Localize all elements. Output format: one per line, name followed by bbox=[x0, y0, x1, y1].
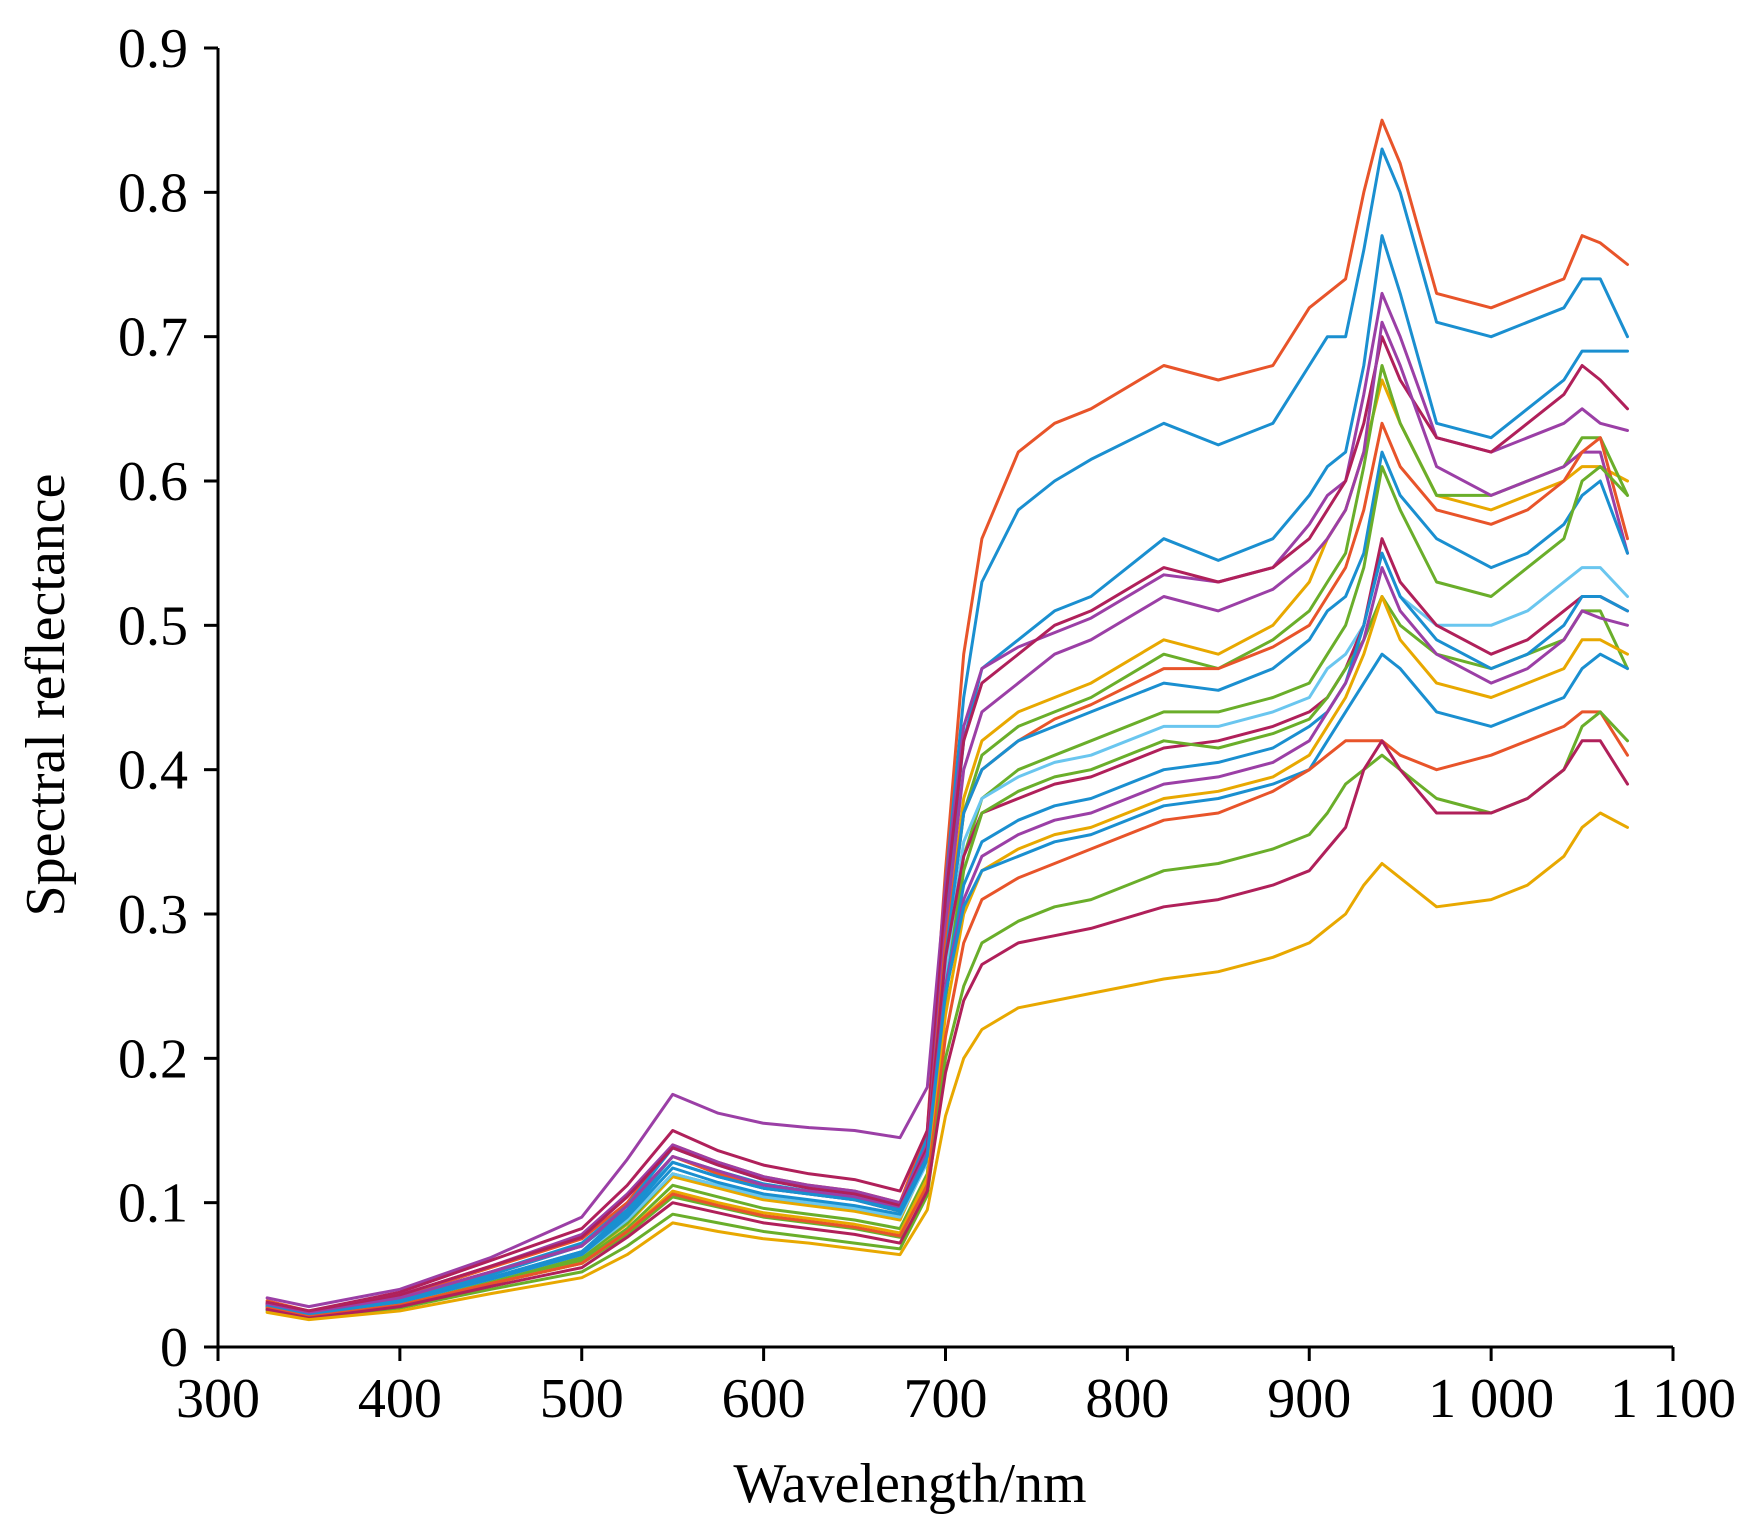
y-tick-label: 0.3 bbox=[118, 884, 188, 946]
y-tick-label: 0.9 bbox=[118, 18, 188, 80]
series-layer bbox=[265, 118, 1629, 1322]
x-tick-label: 700 bbox=[904, 1368, 988, 1430]
series-line-20 bbox=[265, 710, 1629, 1320]
y-axis-title: Spectral reflectance bbox=[15, 473, 77, 916]
y-tick-label: 0.5 bbox=[118, 595, 188, 657]
y-tick-label: 0.6 bbox=[118, 451, 188, 513]
series-line-2 bbox=[265, 147, 1629, 1314]
x-tick-layer: 300 400 500 600 700 800 900 1 000 1 100 bbox=[176, 1347, 1736, 1430]
y-tick-label: 0.4 bbox=[118, 740, 188, 802]
y-tick-label: 0 bbox=[160, 1317, 188, 1379]
x-tick-label: 1 000 bbox=[1428, 1368, 1554, 1430]
x-tick-label: 400 bbox=[358, 1368, 442, 1430]
x-tick-label: 600 bbox=[722, 1368, 806, 1430]
x-tick-label: 800 bbox=[1085, 1368, 1169, 1430]
x-tick-label: 900 bbox=[1267, 1368, 1351, 1430]
y-tick-layer: 0 0.1 0.2 0.3 0.4 0.5 0.6 0.7 0.8 0.9 bbox=[118, 18, 218, 1379]
series-line-11 bbox=[265, 465, 1629, 1317]
series-line-5 bbox=[265, 335, 1629, 1313]
x-tick-label: 500 bbox=[540, 1368, 624, 1430]
x-axis-title: Wavelength/nm bbox=[733, 1453, 1086, 1515]
series-line-22 bbox=[265, 811, 1629, 1322]
x-tick-label: 300 bbox=[176, 1368, 260, 1430]
series-line-14 bbox=[265, 595, 1629, 1319]
y-tick-label: 0.7 bbox=[118, 307, 188, 369]
series-line-6 bbox=[265, 378, 1629, 1317]
series-line-16 bbox=[265, 566, 1629, 1316]
series-line-13 bbox=[265, 537, 1629, 1314]
series-line-21 bbox=[265, 739, 1629, 1320]
y-tick-label: 0.8 bbox=[118, 162, 188, 224]
y-tick-label: 0.1 bbox=[118, 1173, 188, 1235]
x-tick-label: 1 100 bbox=[1610, 1368, 1736, 1430]
series-line-18 bbox=[265, 652, 1629, 1317]
y-tick-label: 0.2 bbox=[118, 1028, 188, 1090]
series-line-4 bbox=[265, 291, 1629, 1309]
series-line-8 bbox=[265, 320, 1629, 1314]
series-line-12 bbox=[265, 551, 1629, 1317]
axis-layer bbox=[216, 48, 1673, 1349]
series-line-1 bbox=[265, 118, 1629, 1313]
series-line-19 bbox=[265, 710, 1629, 1319]
series-line-15 bbox=[265, 551, 1629, 1317]
